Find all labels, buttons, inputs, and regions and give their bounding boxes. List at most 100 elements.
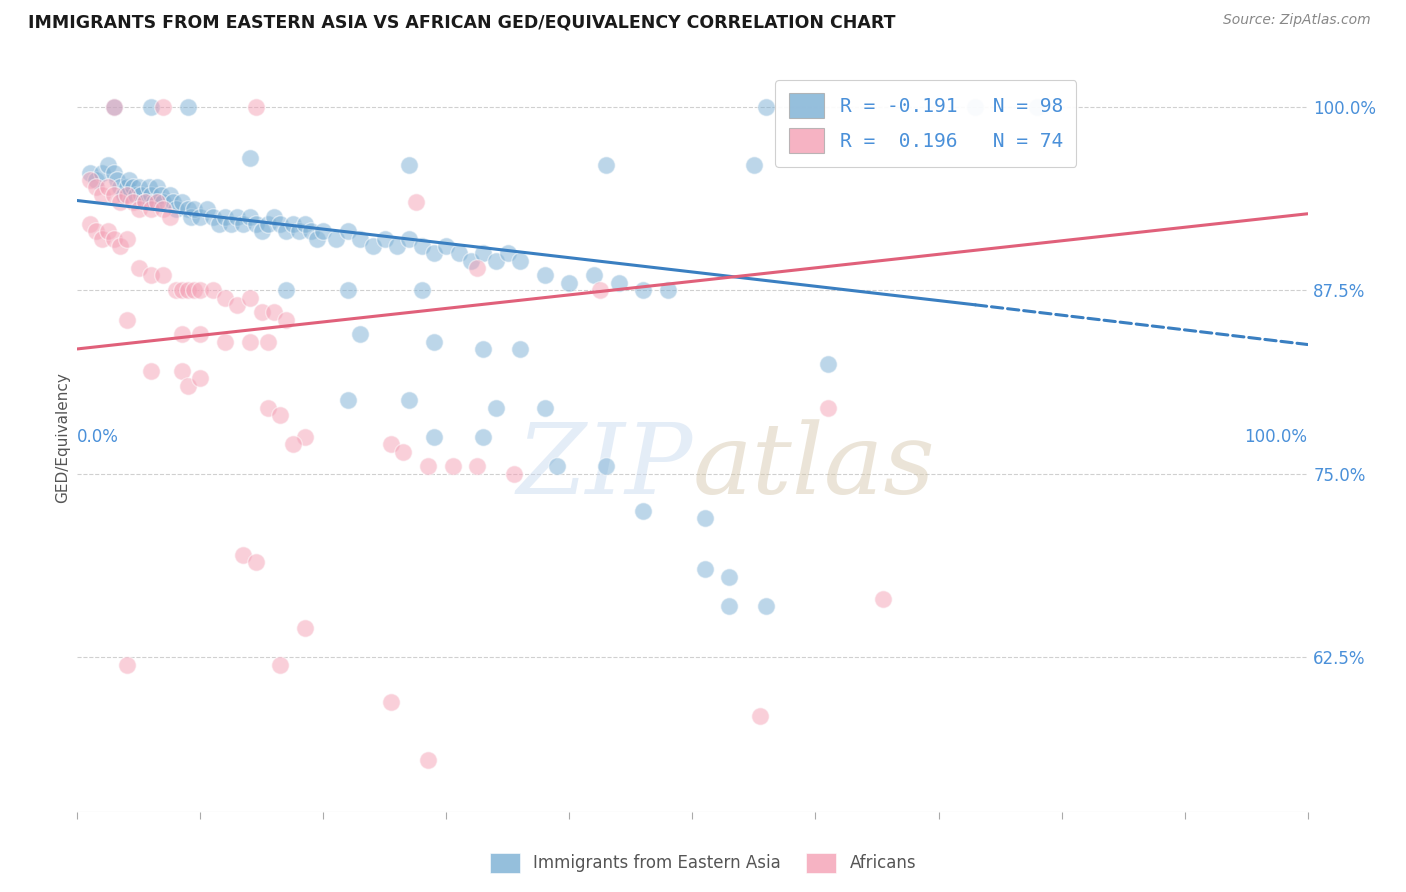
- Point: [337, 393, 360, 408]
- Point: [436, 239, 458, 253]
- Point: [325, 232, 347, 246]
- Point: [558, 276, 581, 290]
- Point: [349, 327, 371, 342]
- Point: [385, 239, 409, 253]
- Point: [170, 283, 193, 297]
- Point: [294, 430, 316, 444]
- Point: [392, 444, 415, 458]
- Point: [128, 180, 150, 194]
- Point: [110, 194, 132, 209]
- Point: [141, 364, 163, 378]
- Point: [1026, 99, 1049, 113]
- Point: [90, 232, 114, 246]
- Point: [245, 555, 267, 569]
- Point: [103, 187, 125, 202]
- Point: [755, 99, 778, 113]
- Point: [398, 232, 420, 246]
- Point: [749, 709, 772, 723]
- Point: [188, 371, 212, 385]
- Point: [276, 283, 298, 297]
- Point: [312, 224, 335, 238]
- Point: [361, 239, 384, 253]
- Point: [180, 210, 202, 224]
- Text: ZIP: ZIP: [516, 419, 693, 515]
- Point: [374, 232, 396, 246]
- Point: [472, 246, 495, 260]
- Point: [496, 246, 519, 260]
- Point: [595, 158, 617, 172]
- Point: [177, 99, 200, 113]
- Point: [105, 173, 128, 187]
- Point: [633, 283, 655, 297]
- Point: [250, 224, 273, 238]
- Point: [232, 548, 254, 562]
- Point: [817, 357, 839, 371]
- Point: [208, 217, 231, 231]
- Point: [115, 187, 138, 202]
- Point: [380, 694, 402, 708]
- Point: [337, 283, 360, 297]
- Text: atlas: atlas: [693, 419, 935, 515]
- Point: [416, 753, 439, 767]
- Point: [423, 246, 446, 260]
- Point: [177, 378, 200, 392]
- Point: [276, 224, 298, 238]
- Point: [201, 210, 224, 224]
- Point: [103, 166, 125, 180]
- Point: [226, 298, 249, 312]
- Point: [337, 224, 360, 238]
- Point: [534, 268, 557, 283]
- Point: [416, 459, 439, 474]
- Point: [263, 210, 285, 224]
- Point: [817, 401, 839, 415]
- Point: [460, 253, 482, 268]
- Point: [281, 437, 304, 451]
- Point: [718, 569, 741, 583]
- Point: [150, 187, 173, 202]
- Point: [128, 202, 150, 217]
- Point: [447, 246, 470, 260]
- Point: [84, 180, 107, 194]
- Point: [465, 459, 488, 474]
- Point: [465, 261, 488, 276]
- Point: [257, 217, 280, 231]
- Point: [423, 334, 446, 349]
- Point: [195, 202, 218, 217]
- Point: [115, 180, 138, 194]
- Point: [159, 210, 181, 224]
- Point: [226, 210, 249, 224]
- Point: [170, 194, 193, 209]
- Point: [97, 180, 120, 194]
- Point: [165, 202, 187, 217]
- Point: [115, 657, 138, 672]
- Point: [693, 562, 716, 576]
- Point: [201, 283, 224, 297]
- Point: [141, 187, 163, 202]
- Point: [509, 342, 531, 356]
- Point: [188, 210, 212, 224]
- Point: [239, 334, 262, 349]
- Point: [257, 334, 280, 349]
- Point: [121, 180, 143, 194]
- Text: Source: ZipAtlas.com: Source: ZipAtlas.com: [1223, 13, 1371, 28]
- Point: [239, 291, 262, 305]
- Point: [170, 327, 193, 342]
- Point: [134, 194, 156, 209]
- Point: [398, 393, 420, 408]
- Point: [281, 217, 304, 231]
- Point: [405, 194, 427, 209]
- Point: [129, 187, 153, 202]
- Point: [103, 232, 125, 246]
- Point: [965, 99, 987, 113]
- Point: [141, 268, 163, 283]
- Point: [239, 151, 262, 165]
- Point: [152, 194, 174, 209]
- Point: [142, 194, 165, 209]
- Point: [232, 217, 254, 231]
- Point: [288, 224, 311, 238]
- Point: [103, 99, 125, 113]
- Point: [110, 180, 132, 194]
- Point: [79, 166, 101, 180]
- Point: [509, 253, 531, 268]
- Point: [79, 217, 101, 231]
